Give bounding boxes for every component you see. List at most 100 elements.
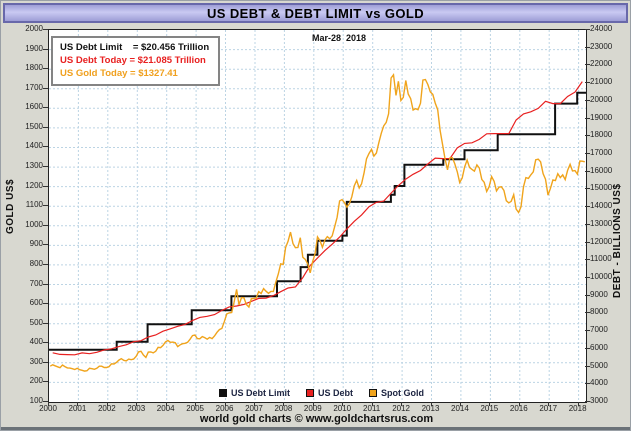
info-box-line: US Debt Today = $21.085 Trillion xyxy=(60,55,206,66)
right-axis-tick xyxy=(585,330,590,332)
left-axis-tick-label: 500 xyxy=(29,317,43,327)
legend-swatch-icon xyxy=(369,389,378,397)
x-axis-tick-label: 2013 xyxy=(421,404,440,413)
right-axis-tick xyxy=(585,29,590,30)
source-caption: world gold charts © www.goldchartsrus.co… xyxy=(199,413,434,425)
left-axis-tick xyxy=(43,166,48,168)
right-axis-tick xyxy=(585,153,590,154)
left-axis-tick xyxy=(43,87,48,89)
left-axis-tick xyxy=(43,322,48,324)
legend-swatch-icon xyxy=(219,389,227,397)
left-axis-tick-label: 1500 xyxy=(25,121,43,131)
x-axis-tick xyxy=(253,402,255,406)
x-axis-tick-label: 2003 xyxy=(127,404,146,413)
right-axis-tick xyxy=(585,223,590,225)
right-axis-tick-label: 10000 xyxy=(590,272,613,281)
right-axis-tick-label: 18000 xyxy=(590,130,613,140)
x-axis-tick xyxy=(518,402,520,406)
x-axis-tick-label: 2006 xyxy=(215,404,234,413)
page-title: US DEBT & DEBT LIMIT vs GOLD xyxy=(206,5,425,21)
right-axis-tick xyxy=(585,294,590,296)
left-axis-tick-label: 1100 xyxy=(25,200,43,210)
chart-title-bar: US DEBT & DEBT LIMIT vs GOLD xyxy=(3,3,628,23)
right-axis-tick-label: 24000 xyxy=(590,24,613,33)
right-axis-tick-label: 22000 xyxy=(590,59,613,69)
right-axis-tick-label: 3000 xyxy=(590,396,608,405)
x-axis-tick xyxy=(577,402,579,406)
x-axis-tick xyxy=(459,402,461,406)
left-axis-tick xyxy=(43,146,48,148)
right-axis-tick xyxy=(585,99,590,101)
right-axis-tick-label: 8000 xyxy=(590,307,608,317)
left-axis-tick-label: 1000 xyxy=(25,219,43,229)
left-axis-tick xyxy=(43,126,48,128)
left-axis-tick-label: 200 xyxy=(29,376,43,386)
x-axis-tick-label: 2014 xyxy=(451,404,469,413)
x-axis-tick xyxy=(77,402,79,406)
left-axis-tick-label: 1800 xyxy=(25,63,43,73)
info-box: US Debt Limit = $20.456 Trillion US Debt … xyxy=(51,36,221,86)
right-axis-tick xyxy=(585,241,590,243)
right-axis-tick-label: 5000 xyxy=(590,360,608,370)
x-axis-tick xyxy=(371,402,373,406)
left-axis-tick xyxy=(43,361,48,363)
left-axis-tick xyxy=(43,107,48,109)
left-axis-tick xyxy=(43,68,48,70)
right-axis-tick xyxy=(585,312,590,314)
x-axis-tick-label: 2009 xyxy=(303,404,322,413)
x-axis-tick xyxy=(401,402,403,406)
x-axis-tick-label: 2005 xyxy=(186,404,204,413)
right-axis-tick xyxy=(585,64,590,66)
x-axis-tick-label: 2004 xyxy=(156,404,175,413)
x-axis-tick-label: 2001 xyxy=(68,404,87,413)
left-axis-tick-label: 1600 xyxy=(25,102,43,112)
x-axis-tick-label: 2002 xyxy=(97,404,116,413)
right-axis-tick xyxy=(585,117,590,119)
left-axis-tick xyxy=(43,29,48,30)
chart-canvas xyxy=(49,30,586,402)
legend-label: US Debt Limit xyxy=(231,388,291,398)
left-axis-tick-label: 700 xyxy=(29,278,43,288)
x-axis-tick xyxy=(136,402,138,406)
x-axis-tick-label: 2016 xyxy=(509,404,528,413)
right-axis-tick-label: 4000 xyxy=(590,378,608,388)
x-axis-tick-label: 2018 xyxy=(568,404,587,413)
right-axis-tick xyxy=(585,188,590,190)
left-axis-tick xyxy=(43,303,48,305)
right-axis-tick xyxy=(585,206,590,208)
x-axis-tick xyxy=(342,402,344,406)
series-us-debt xyxy=(52,81,583,356)
x-axis-tick-label: 2017 xyxy=(539,404,558,413)
left-axis-tick-label: 1900 xyxy=(25,43,43,53)
left-axis-tick-label: 600 xyxy=(29,298,43,308)
legend-item-spot-gold: Spot Gold xyxy=(369,388,424,398)
x-axis-tick-label: 2012 xyxy=(392,404,410,413)
legend-item-us-debt: US Debt xyxy=(306,388,353,398)
right-axis-tick-label: 14000 xyxy=(590,201,613,211)
x-axis-tick-label: 2011 xyxy=(363,404,381,413)
right-axis-tick-label: 6000 xyxy=(590,342,608,352)
left-axis-tick xyxy=(43,244,48,246)
left-axis-tick xyxy=(43,283,48,285)
right-axis-tick xyxy=(585,347,590,349)
x-axis-tick-label: 2008 xyxy=(274,404,293,413)
x-axis-tick xyxy=(224,402,226,406)
x-axis-tick-label: 2007 xyxy=(245,404,263,413)
right-axis-tick xyxy=(585,401,590,402)
legend-label: Spot Gold xyxy=(381,388,425,398)
right-axis-tick xyxy=(585,277,590,278)
date-label: Mar-28 2018 xyxy=(311,33,367,43)
left-axis-tick-label: 2000 xyxy=(25,24,43,33)
right-axis-tick-label: 7000 xyxy=(590,325,608,335)
info-box-line: US Debt Limit = $20.456 Trillion xyxy=(60,42,210,53)
info-box-line: US Gold Today = $1327.41 xyxy=(60,68,178,79)
legend-label: US Debt xyxy=(318,388,354,398)
right-axis-tick-label: 12000 xyxy=(590,236,613,246)
right-axis-tick-label: 16000 xyxy=(590,165,613,175)
x-axis-tick xyxy=(195,402,197,406)
left-axis-tick xyxy=(43,401,48,402)
x-axis-tick-label: 2010 xyxy=(333,404,352,413)
right-axis-tick-label: 23000 xyxy=(590,41,613,51)
x-axis-tick xyxy=(283,402,285,406)
legend-item-us-debt-limit: US Debt Limit xyxy=(219,388,290,398)
